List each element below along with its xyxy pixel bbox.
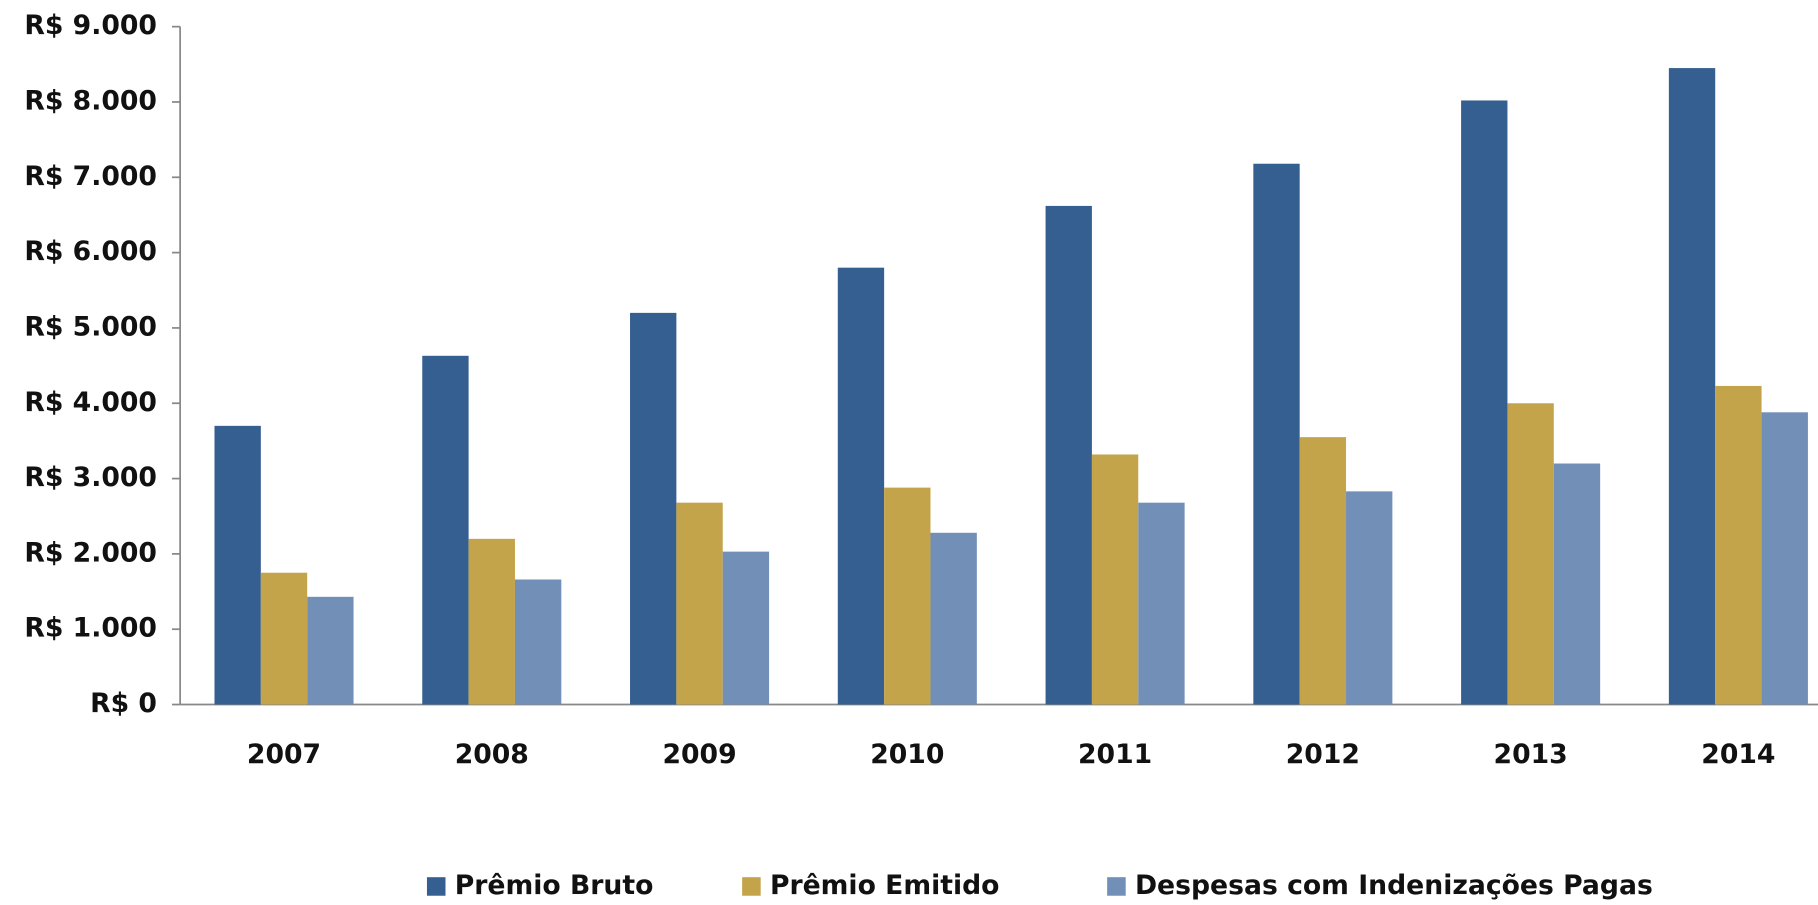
x-tick-label: 2014 [1701, 739, 1775, 770]
bar [468, 538, 515, 705]
x-tick-label: 2007 [247, 739, 321, 770]
bar [837, 267, 885, 705]
bar [1091, 454, 1139, 705]
bar [1715, 385, 1762, 705]
bar [1138, 502, 1185, 705]
y-tick-label: R$ 8.000 [24, 85, 157, 116]
bar [630, 312, 677, 705]
bar [930, 532, 977, 705]
legend-swatch [1107, 877, 1126, 896]
legend-swatch [426, 877, 446, 896]
bar [1045, 205, 1092, 705]
bar [260, 572, 308, 705]
bar [1507, 403, 1554, 705]
bar [422, 355, 469, 705]
bar [676, 502, 723, 705]
bar [514, 579, 562, 705]
bar [307, 596, 354, 705]
legend-label: Despesas com Indenizações Pagas [1135, 870, 1653, 901]
bar [884, 487, 931, 705]
y-tick-label: R$ 5.000 [24, 311, 157, 342]
x-tick-label: 2009 [662, 739, 736, 770]
legend-swatch [742, 877, 761, 896]
bar [1761, 412, 1808, 705]
x-tick-label: 2013 [1494, 739, 1568, 770]
y-tick-label: R$ 7.000 [24, 161, 157, 192]
y-tick-label: R$ 9.000 [24, 10, 157, 41]
x-tick-label: 2011 [1078, 739, 1152, 770]
y-tick-label: R$ 1.000 [24, 613, 157, 644]
y-tick-label: R$ 0 [90, 688, 157, 719]
y-tick-label: R$ 4.000 [24, 387, 157, 418]
x-tick-label: 2010 [870, 739, 944, 770]
bar [722, 551, 770, 705]
y-tick-label: R$ 3.000 [24, 462, 157, 493]
legend-label: Prêmio Bruto [455, 870, 654, 901]
bar [1253, 163, 1300, 705]
legend-label: Prêmio Emitido [770, 870, 1000, 901]
y-tick-label: R$ 6.000 [24, 236, 157, 267]
bar [1346, 491, 1393, 705]
bar [1553, 463, 1601, 705]
bar [214, 425, 261, 705]
bar [1299, 437, 1347, 705]
x-tick-label: 2012 [1286, 739, 1360, 770]
y-tick-label: R$ 2.000 [24, 537, 157, 568]
bar [1461, 100, 1508, 705]
x-tick-label: 2008 [455, 739, 529, 770]
bar [1668, 68, 1716, 705]
